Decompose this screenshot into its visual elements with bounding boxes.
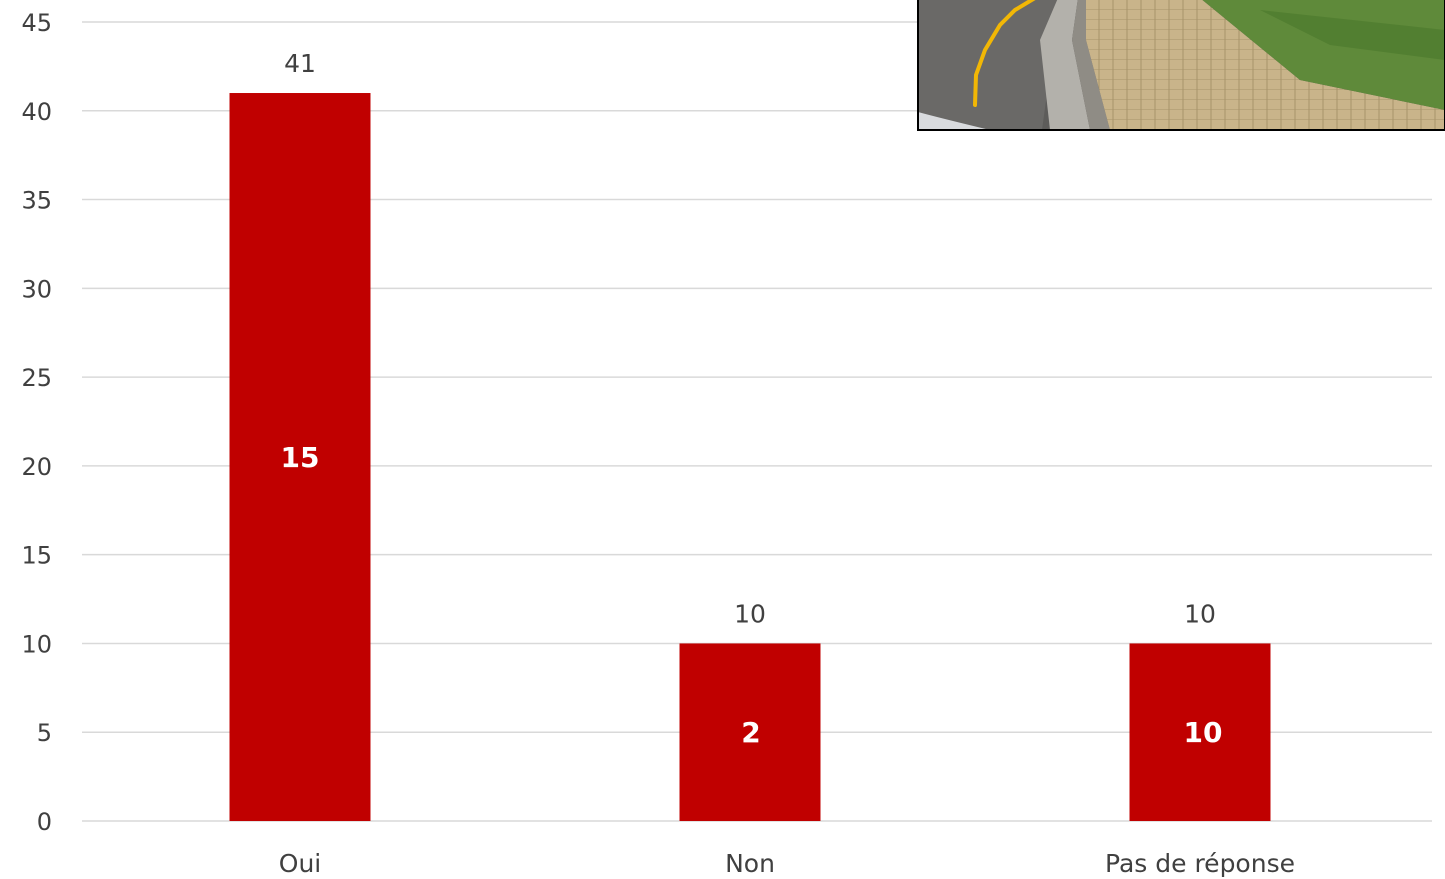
y-tick-label: 30 xyxy=(21,275,52,303)
bars xyxy=(229,93,1271,822)
y-tick-label: 35 xyxy=(21,187,52,215)
x-axis-categories: Oui Non Pas de réponse xyxy=(279,849,1295,878)
bar-2 xyxy=(1129,643,1271,821)
bar-inner-label: 15 xyxy=(281,441,320,474)
data-labels: 41 15 10 2 10 10 xyxy=(281,49,1223,749)
bar-value-label: 10 xyxy=(1184,599,1216,628)
y-tick-label: 45 xyxy=(21,9,52,37)
y-tick-label: 25 xyxy=(21,364,52,392)
y-tick-label: 20 xyxy=(21,453,52,481)
bar-value-label: 41 xyxy=(284,49,316,78)
y-tick-label: 40 xyxy=(21,98,52,126)
y-tick-label: 10 xyxy=(21,630,52,658)
y-tick-label: 0 xyxy=(37,808,52,836)
y-tick-label: 5 xyxy=(37,719,52,747)
inset-photo xyxy=(917,0,1445,131)
x-category-label: Pas de réponse xyxy=(1105,849,1295,878)
bar-1 xyxy=(679,643,821,821)
x-category-label: Non xyxy=(725,849,775,878)
y-tick-label: 15 xyxy=(21,542,52,570)
y-axis-ticks: 0 5 10 15 20 25 30 35 40 45 xyxy=(21,9,52,836)
bar-inner-label: 10 xyxy=(1184,716,1223,749)
bar-inner-label: 2 xyxy=(741,716,760,749)
bar-0 xyxy=(229,93,371,822)
x-category-label: Oui xyxy=(279,849,321,878)
bar-value-label: 10 xyxy=(734,599,766,628)
